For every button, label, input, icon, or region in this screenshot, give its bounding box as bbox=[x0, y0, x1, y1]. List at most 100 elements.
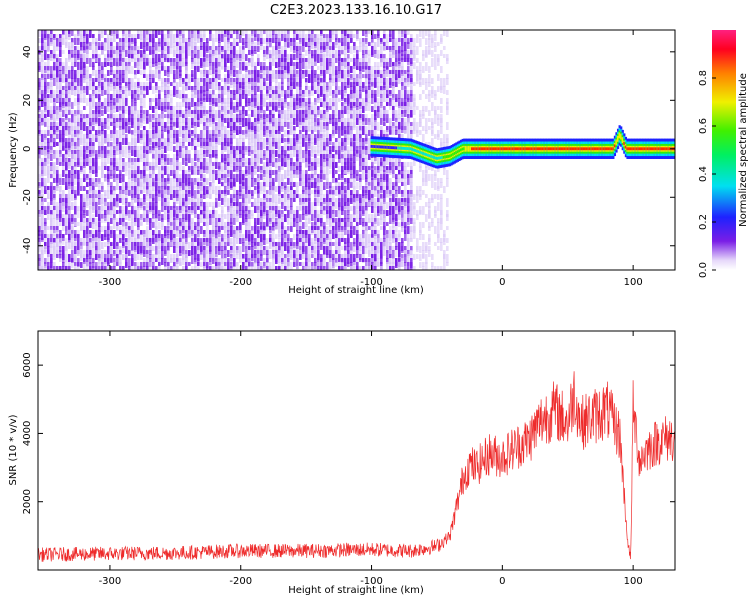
spectrogram-cell bbox=[209, 174, 212, 181]
spectrogram-cell bbox=[101, 242, 104, 249]
spectrogram-cell bbox=[335, 42, 338, 48]
spectrogram-cell bbox=[332, 30, 335, 35]
spectrogram-cell bbox=[80, 78, 83, 82]
spectrogram-cell bbox=[338, 182, 341, 187]
spectrogram-cell bbox=[296, 238, 299, 244]
spectrogram-cell bbox=[260, 198, 263, 203]
spectrogram-cell bbox=[314, 146, 317, 152]
spectrogram-cell bbox=[167, 70, 170, 77]
spectrogram-cell bbox=[110, 214, 113, 218]
spectrogram-cell bbox=[287, 110, 290, 115]
spectrogram-cell bbox=[257, 174, 260, 181]
spectrogram-cell bbox=[326, 90, 329, 97]
spectrogram-cell bbox=[278, 98, 281, 103]
spectrogram-cell bbox=[314, 98, 317, 105]
spectrogram-cell bbox=[278, 246, 281, 253]
spectrogram-cell bbox=[338, 42, 341, 49]
spectrogram-cell bbox=[113, 114, 116, 118]
spectrogram-cell bbox=[146, 162, 149, 166]
spectrogram-cell bbox=[272, 242, 275, 247]
spectrogram-cell bbox=[119, 74, 122, 81]
spectrogram-cell bbox=[122, 118, 125, 122]
spectrogram-cell bbox=[68, 90, 71, 94]
spectrogram-cell bbox=[218, 86, 221, 91]
spectrogram-cell bbox=[86, 210, 89, 216]
spectrogram-cell bbox=[185, 170, 188, 176]
spectrogram-cell bbox=[119, 266, 122, 270]
spectrogram-cell bbox=[65, 122, 68, 127]
spectrogram-cell bbox=[89, 214, 92, 221]
spectrogram-cell bbox=[287, 234, 290, 241]
spectrogram-cell bbox=[287, 266, 290, 270]
spectrogram-cell bbox=[128, 130, 131, 134]
spectrogram-cell bbox=[200, 166, 203, 173]
spectrogram-cell bbox=[305, 42, 308, 47]
spectrogram-cell bbox=[224, 186, 227, 192]
spectrogram-cell bbox=[329, 146, 332, 151]
spectrogram-cell bbox=[131, 150, 134, 156]
spectrogram-cell bbox=[188, 214, 191, 222]
spectrogram-cell bbox=[242, 206, 245, 213]
spectrogram-cell bbox=[167, 58, 170, 62]
spectrogram-cell bbox=[284, 254, 287, 258]
spectrogram-cell bbox=[197, 46, 200, 51]
spectrogram-cell bbox=[161, 246, 164, 251]
spectrogram-cell bbox=[308, 242, 311, 246]
spectrogram-cell bbox=[299, 214, 302, 222]
spectrogram-cell bbox=[77, 46, 80, 50]
spectrogram-cell bbox=[107, 254, 110, 261]
spectrogram-cell bbox=[260, 78, 263, 86]
spectrogram-cell bbox=[56, 266, 59, 270]
spectrogram-cell bbox=[161, 186, 164, 190]
spectrogram-cell bbox=[305, 230, 308, 235]
spectrogram-cell bbox=[134, 98, 137, 103]
spectrogram-cell bbox=[245, 146, 248, 152]
spectrogram-cell bbox=[251, 214, 254, 219]
spectrogram-cell bbox=[329, 50, 332, 57]
spectrogram-cell bbox=[173, 146, 176, 152]
spectrogram-cell bbox=[296, 78, 299, 85]
spectrogram-cell bbox=[323, 238, 326, 244]
spectrogram-cell bbox=[197, 90, 200, 94]
spectrogram-cell bbox=[107, 94, 110, 103]
spectrogram-cell bbox=[116, 210, 119, 214]
spectrogram-cell bbox=[101, 234, 104, 241]
spectrogram-cell bbox=[140, 98, 143, 103]
spectrogram-cell bbox=[215, 242, 218, 248]
spectrogram-cell bbox=[311, 190, 314, 194]
spectrogram-cell bbox=[59, 78, 62, 82]
spectrogram-cell bbox=[155, 246, 158, 250]
spectrogram-cell bbox=[113, 250, 116, 256]
spectrogram-cell bbox=[62, 38, 65, 45]
spectrogram-cell bbox=[251, 226, 254, 231]
spectrogram-cell bbox=[242, 82, 245, 89]
spectrogram-cell bbox=[233, 42, 236, 47]
spectrogram-cell bbox=[77, 70, 80, 74]
spectrogram-cell bbox=[86, 174, 89, 180]
spectrogram-cell bbox=[245, 42, 248, 48]
spectrogram-cell bbox=[284, 30, 287, 34]
spectrogram-cell bbox=[281, 174, 284, 181]
spectrogram-cell bbox=[167, 122, 170, 126]
spectrogram-cell bbox=[77, 58, 80, 64]
spectrogram-cell bbox=[41, 230, 44, 234]
spectrogram-cell bbox=[215, 154, 218, 159]
spectrogram-cell bbox=[170, 266, 173, 270]
spectrogram-cell bbox=[215, 146, 218, 151]
spectrogram-cell bbox=[113, 186, 116, 191]
spectrogram-cell bbox=[116, 66, 119, 72]
spectrogram-cell bbox=[74, 174, 77, 179]
spectrogram-cell bbox=[191, 134, 194, 141]
spectrogram-cell bbox=[47, 254, 50, 258]
spectrogram-cell bbox=[200, 50, 203, 57]
spectrogram-cell bbox=[68, 70, 71, 79]
spectrogram-cell bbox=[149, 190, 152, 195]
spectrogram-cell bbox=[254, 46, 257, 51]
spectrogram-cell bbox=[323, 198, 326, 204]
spectrogram-cell bbox=[296, 34, 299, 40]
spectrogram-cell bbox=[203, 158, 206, 162]
spectrogram-cell bbox=[308, 98, 311, 104]
spectrogram-cell bbox=[95, 154, 98, 159]
spectrogram-cell bbox=[134, 110, 137, 114]
